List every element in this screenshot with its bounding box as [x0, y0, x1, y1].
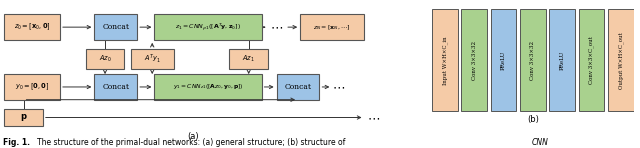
Text: Concat: Concat	[285, 83, 312, 91]
FancyBboxPatch shape	[4, 14, 60, 40]
Text: Fig. 1.: Fig. 1.	[3, 137, 30, 147]
Text: $A^Ty_1$: $A^Ty_1$	[144, 53, 161, 65]
Text: Concat: Concat	[102, 83, 129, 91]
FancyBboxPatch shape	[608, 9, 634, 111]
Text: Input W×H×C_in: Input W×H×C_in	[442, 36, 447, 85]
Text: $z_0=[\mathbf{x}_0, \mathbf{0}]$: $z_0=[\mathbf{x}_0, \mathbf{0}]$	[13, 22, 51, 32]
Text: $\cdots$: $\cdots$	[332, 81, 346, 94]
Text: Output W×H×C_out: Output W×H×C_out	[618, 32, 623, 89]
Text: $Az_1$: $Az_1$	[242, 54, 255, 64]
FancyBboxPatch shape	[4, 74, 60, 100]
FancyBboxPatch shape	[432, 9, 458, 111]
Text: PReLU: PReLU	[501, 51, 506, 70]
FancyBboxPatch shape	[94, 74, 137, 100]
Text: CNN: CNN	[531, 137, 548, 147]
Text: (b): (b)	[527, 115, 539, 124]
FancyBboxPatch shape	[491, 9, 516, 111]
Text: $Az_0$: $Az_0$	[99, 54, 111, 64]
FancyBboxPatch shape	[276, 74, 319, 100]
FancyBboxPatch shape	[461, 9, 487, 111]
FancyBboxPatch shape	[549, 9, 575, 111]
FancyBboxPatch shape	[86, 49, 124, 69]
Text: $y_0=[\mathbf{0}, \mathbf{0}]$: $y_0=[\mathbf{0}, \mathbf{0}]$	[15, 82, 49, 92]
FancyBboxPatch shape	[300, 14, 365, 40]
Text: Conv 3×3×32: Conv 3×3×32	[472, 41, 477, 80]
FancyBboxPatch shape	[4, 109, 43, 126]
Text: The structure of the primal-dual networks: (a) general structure; (b) structure : The structure of the primal-dual network…	[37, 137, 348, 147]
Text: $y_1=CNN_{z1}([\mathbf{A}z_0, \mathbf{y}_0, \mathbf{p}])$: $y_1=CNN_{z1}([\mathbf{A}z_0, \mathbf{y}…	[173, 82, 243, 91]
FancyBboxPatch shape	[94, 14, 137, 40]
Text: PReLU: PReLU	[559, 51, 564, 70]
Text: $\cdots$: $\cdots$	[270, 21, 283, 34]
Text: $\mathbf{p}$: $\mathbf{p}$	[20, 112, 28, 123]
FancyBboxPatch shape	[131, 49, 173, 69]
Text: Conv 3×3×C_out: Conv 3×3×C_out	[589, 36, 595, 84]
Text: Conv 3×3×32: Conv 3×3×32	[531, 41, 535, 80]
FancyBboxPatch shape	[154, 74, 262, 100]
Text: $z_N=[\mathbf{x}_N, \cdots]$: $z_N=[\mathbf{x}_N, \cdots]$	[314, 23, 351, 32]
FancyBboxPatch shape	[229, 49, 268, 69]
FancyBboxPatch shape	[154, 14, 262, 40]
FancyBboxPatch shape	[520, 9, 546, 111]
Text: (a): (a)	[187, 132, 199, 140]
Text: Concat: Concat	[102, 23, 129, 31]
Text: $\cdots$: $\cdots$	[367, 111, 380, 124]
Text: $z_1=CNN_{\rho1}([\mathbf{A}^T\mathbf{y}, \mathbf{z}_0])$: $z_1=CNN_{\rho1}([\mathbf{A}^T\mathbf{y}…	[175, 21, 241, 33]
FancyBboxPatch shape	[579, 9, 604, 111]
